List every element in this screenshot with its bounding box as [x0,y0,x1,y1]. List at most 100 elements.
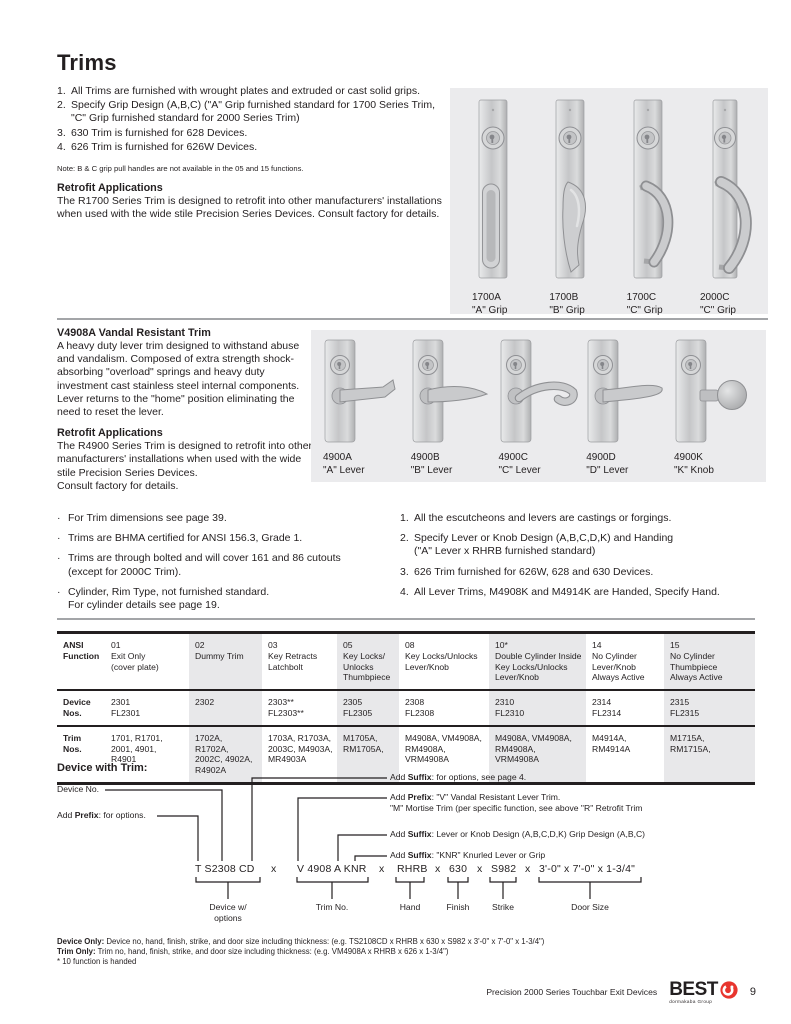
grip-trims-panel: 1700A "A" Grip 1700B "B" Grip [450,88,768,317]
section-body: The R1700 Series Trim is designed to ret… [57,195,442,221]
table-cell: M4914A, RM4914A [586,724,664,784]
product-style: "C" Grip [626,304,663,316]
product-caption: 4900B "B" Lever [411,452,493,477]
product-model: 1700A [472,292,501,303]
product-figure-4900d: 4900D "D" Lever [584,338,668,477]
add-prefix-vandal-label: Add Prefix: "V" Vandal Resistant Lever T… [390,792,643,813]
table-cell: 2308 FL2308 [399,689,489,726]
trim-notes-list: · For Trim dimensions see page 39. · Trims… [57,512,392,619]
product-caption: 1700C "C" Grip [627,292,683,317]
part-segment-finish: 630 [449,863,468,875]
table-row-trim-nos: Trim Nos. 1701, R1701, 2001, 4901, R4901… [57,724,755,784]
trim-4900d-d-lever-image [587,339,663,443]
trim-4900k-k-knob-image [675,339,747,443]
list-item: · For Trim dimensions see page 39. [57,512,227,524]
bracket-label-strike: Strike [492,902,514,912]
bullet-icon: · [57,512,61,524]
part-segment-strike: S982 [491,863,517,875]
trim-4900c-c-lever-image [500,339,578,443]
product-model: 1700B [549,292,579,303]
table-cell: 2303** FL2303** [262,689,337,726]
table-cell: M4908A, VM4908A, RM4908A, VRM4908A [489,724,586,784]
header-cell: ANSI Function [63,640,100,661]
dormakaba-group-label: dormakaba Group [669,999,713,1004]
best-logo: BEST dormakaba Group [669,980,738,1005]
product-caption: 4900A "A" Lever [323,452,405,477]
add-prefix-options-label: Add Prefix: for options. [57,810,146,820]
intro-list: 1. All Trims are furnished with wrought p… [57,85,457,155]
part-segment-hand: RHRB [397,863,428,875]
table-header-row: ANSI Function 01 Exit Only (cover plate)… [57,632,755,691]
list-item: 2. Specify Grip Design (A,B,C) ("A" Grip … [57,99,436,125]
list-item: 2. Specify Lever or Knob Design (A,B,C,D,… [400,532,674,558]
section-heading: V4908A Vandal Resistant Trim [57,327,211,339]
list-item: 3. 630 Trim is furnished for 628 Devices. [57,126,248,139]
section-body: A heavy duty lever trim designed to with… [57,340,300,419]
part-separator: x [525,863,531,875]
product-style: "A" Lever [323,464,365,476]
table-cell: 1703A, R1703A, 2003C, M4903A, MR4903A [262,724,337,784]
trim-4900b-b-lever-image [412,339,488,443]
table-cell: M1715A, RM1715A, [664,724,755,784]
trim-2000c-c-grip-image [712,99,752,279]
footnote-line: * 10 function is handed [57,957,137,967]
part-separator: x [477,863,483,875]
header-cell: 10* Double Cylinder Inside Key Locks/Unl… [489,632,586,691]
product-model: 4900A [323,452,352,463]
best-logo-wordmark: BEST [669,979,718,1000]
footnote-grip-availability: Note: B & C grip pull handles are not av… [57,164,304,173]
list-item: 4. All Lever Trims, M4908K and M4914K are… [400,585,720,598]
product-caption: 2000C "C" Grip [700,292,760,317]
trim-1700c-c-grip-image [633,99,674,279]
bullet-icon: · [57,552,61,565]
bullet-icon: · [57,585,61,598]
bracket-label-trim-no: Trim No. [315,902,349,912]
footnote-line: Device Only: Device no, hand, finish, st… [57,937,545,946]
device-with-trim-diagram: Device with Trim: Device No. Add Prefix:… [57,763,757,935]
list-item: 1. All Trims are furnished with wrought p… [57,85,420,97]
list-item: · Cylinder, Rim Type, not furnished stand… [57,585,270,612]
product-model: 4900B [410,452,440,463]
header-cell: 05 Key Locks/ Unlocks Thumbpiece [337,632,399,691]
product-figure-1700c: 1700C "C" Grip [613,98,683,317]
part-segment-door-size: 3'-0" x 7'-0" x 1-3/4" [539,863,636,875]
product-figure-2000c: 2000C "C" Grip [690,98,760,317]
header-cell: 02 Dummy Trim [189,632,262,691]
product-style: "C" Lever [498,464,541,476]
product-caption: 4900D "D" Lever [586,452,668,477]
product-caption: 4900K "K" Knob [674,452,756,477]
header-cell: 01 Exit Only (cover plate) [111,640,159,672]
table-cell: M4908A, VM4908A, RM4908A, VRM4908A [399,724,489,784]
product-model: 4900C [498,452,528,463]
row-label: Device Nos. [57,689,105,726]
bracket-label-device: Device w/ options [209,902,247,923]
section-divider [57,318,768,320]
product-model: 1700C [626,292,657,303]
product-style: "A" Grip [472,304,508,316]
bracket-label-finish: Finish [446,902,470,912]
ansi-function-table: ANSI Function 01 Exit Only (cover plate)… [57,631,755,785]
header-cell: 03 Key Retracts Latchbolt [268,640,318,672]
list-item: 1. All the escutcheons and levers are cas… [400,512,672,524]
product-model: 4900D [586,452,616,463]
section-body: The R4900 Series Trim is designed to ret… [57,440,313,492]
list-item: 3. 626 Trim furnished for 626W, 628 and 6… [400,565,654,578]
list-item: · Trims are BHMA certified for ANSI 156.3… [57,532,303,545]
add-suffix-knurled-label: Add Suffix: "KNR" Knurled Lever or Grip [390,850,546,860]
table-cell: 2315 FL2315 [664,689,755,726]
product-caption: 1700A "A" Grip [472,292,528,317]
best-logo-mark-icon [720,980,738,999]
product-style: "D" Lever [586,464,629,476]
part-separator: x [379,863,385,875]
product-caption: 1700B "B" Grip [549,292,605,317]
product-style: "B" Lever [410,464,453,476]
page-title: Trims [57,50,117,75]
bullet-icon: · [57,532,61,545]
product-model: 4900K [674,452,703,463]
footer-product-line: Precision 2000 Series Touchbar Exit Devi… [486,987,658,998]
table-cell: 2301 FL2301 [105,689,189,726]
bracket-label-door-size: Door Size [571,902,609,912]
header-cell: 08 Key Locks/Unlocks Lever/Knob [405,640,478,672]
header-cell: 14 No Cylinder Lever/Knob Always Active [592,640,645,683]
